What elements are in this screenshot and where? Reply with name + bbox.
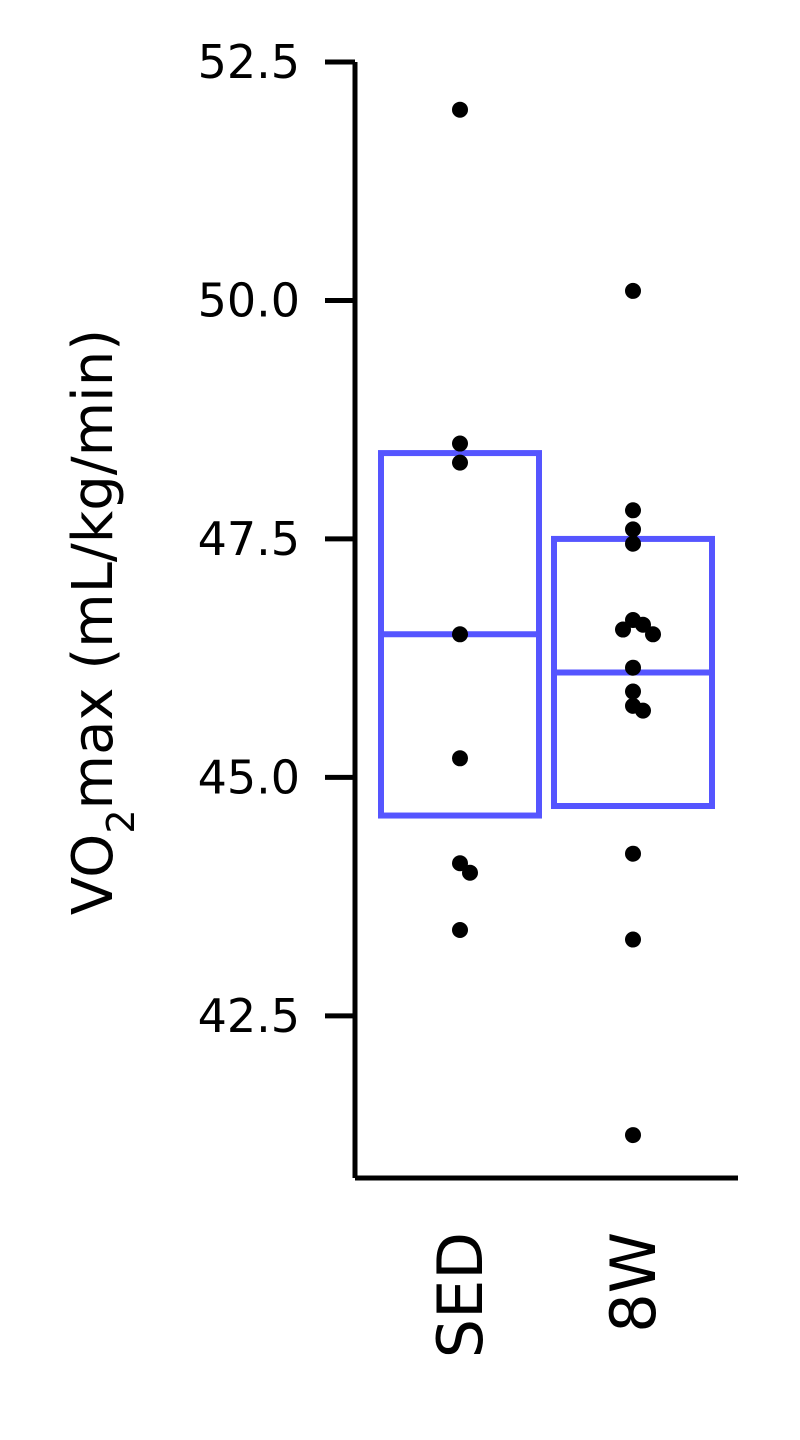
boxes bbox=[378, 450, 715, 819]
data-point bbox=[625, 521, 641, 538]
data-point bbox=[625, 535, 641, 552]
data-points bbox=[452, 101, 661, 1144]
data-point bbox=[452, 750, 468, 767]
x-axis: SED 8W bbox=[355, 1175, 738, 1358]
data-point bbox=[452, 101, 468, 118]
x-category-label: 8W bbox=[597, 1232, 670, 1333]
data-point bbox=[452, 626, 468, 643]
data-point bbox=[625, 282, 641, 299]
data-point bbox=[615, 621, 631, 638]
data-point bbox=[625, 659, 641, 676]
y-axis-title: VO2max (mL/kg/min) bbox=[61, 329, 143, 915]
data-point bbox=[625, 502, 641, 519]
data-point bbox=[635, 702, 651, 719]
y-tick-label: 45.0 bbox=[198, 750, 300, 804]
data-point bbox=[625, 931, 641, 948]
y-tick-label: 47.5 bbox=[198, 512, 300, 566]
data-point bbox=[452, 435, 468, 452]
y-tick-label: 50.0 bbox=[198, 273, 300, 327]
data-point bbox=[452, 855, 468, 872]
data-point bbox=[635, 616, 651, 633]
data-point bbox=[625, 1127, 641, 1144]
data-point bbox=[452, 454, 468, 471]
y-axis: 42.5 45.0 47.5 50.0 52.5 bbox=[198, 35, 358, 1178]
y-tick-label: 42.5 bbox=[198, 989, 300, 1043]
data-point bbox=[645, 626, 661, 643]
x-category-label: SED bbox=[424, 1232, 497, 1358]
y-tick-label: 52.5 bbox=[198, 35, 300, 89]
data-point bbox=[625, 845, 641, 862]
data-point bbox=[625, 683, 641, 700]
data-point bbox=[462, 864, 478, 881]
data-point bbox=[452, 922, 468, 938]
y-axis-label: VO2max (mL/kg/min) bbox=[61, 329, 143, 915]
